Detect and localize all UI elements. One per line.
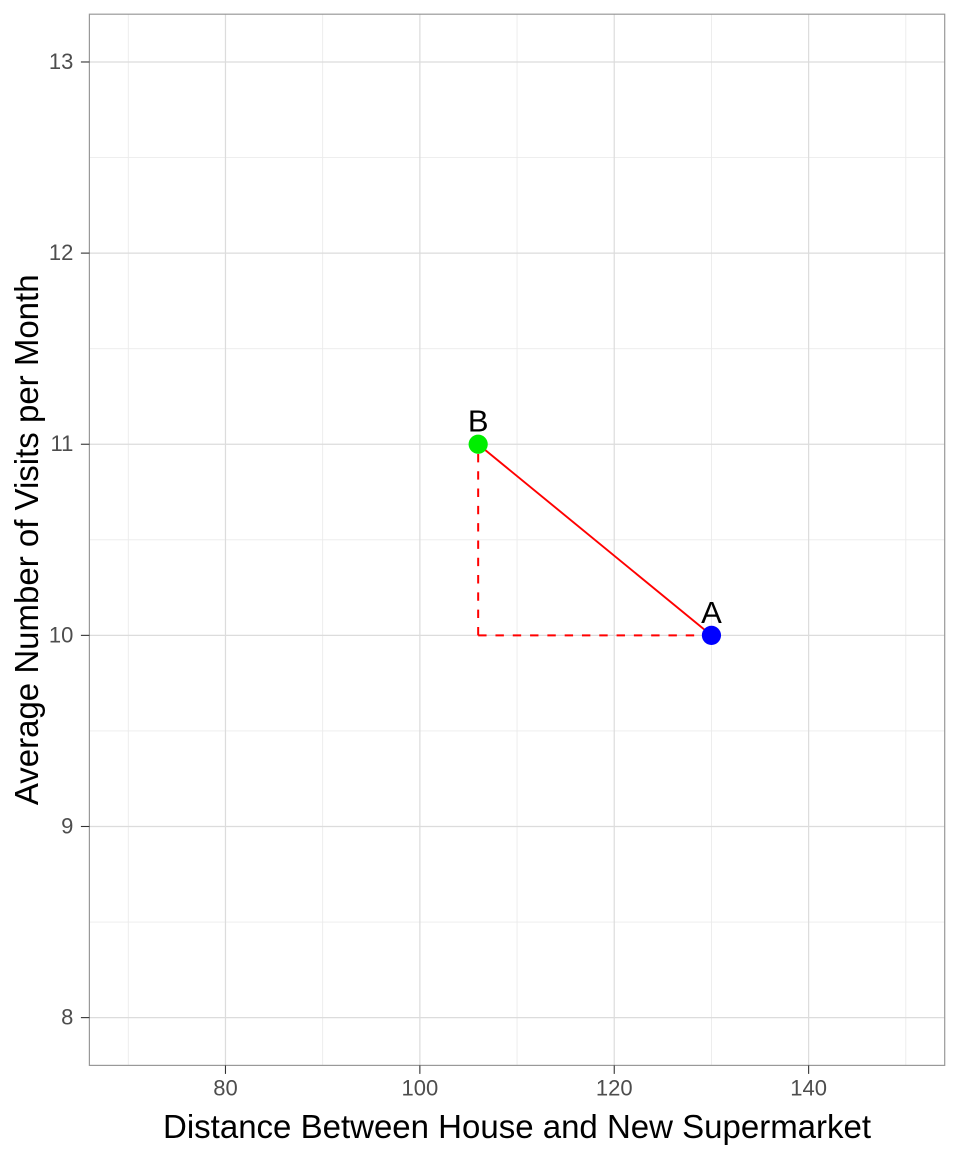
svg-text:140: 140: [790, 1075, 827, 1100]
svg-text:9: 9: [61, 813, 73, 838]
svg-text:100: 100: [402, 1075, 439, 1100]
svg-text:13: 13: [49, 49, 73, 74]
svg-text:A: A: [701, 595, 722, 630]
svg-text:Average Number of Visits per M: Average Number of Visits per Month: [8, 274, 45, 805]
svg-text:11: 11: [51, 431, 74, 456]
svg-text:Distance Between House and New: Distance Between House and New Supermark…: [163, 1108, 871, 1145]
svg-text:12: 12: [49, 240, 73, 265]
svg-text:B: B: [468, 404, 489, 439]
svg-text:10: 10: [49, 622, 73, 647]
svg-text:120: 120: [596, 1075, 633, 1100]
svg-text:8: 8: [61, 1005, 73, 1030]
svg-text:80: 80: [213, 1075, 237, 1100]
